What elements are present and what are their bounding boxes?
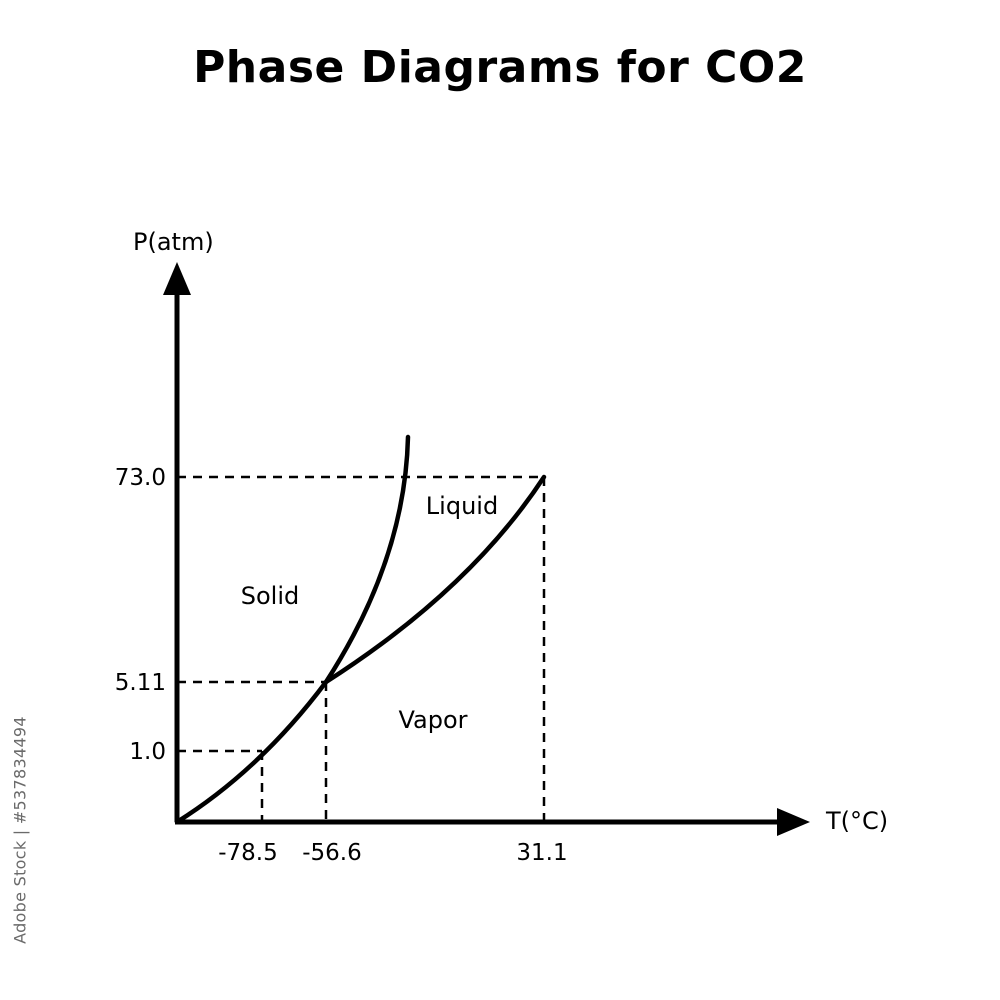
stock-id-watermark: Adobe Stock | #537834494 — [9, 716, 31, 944]
diagram-title: Phase Diagrams for CO2 — [193, 42, 807, 93]
pressure-tick-triple: 5.11 — [115, 670, 166, 696]
liquid-region-label: Liquid — [426, 492, 498, 520]
pressure-tick-sublimation: 1.0 — [129, 739, 166, 765]
temperature-tick-sublimation: -78.5 — [218, 840, 278, 866]
sublimation-curve — [174, 679, 329, 825]
temperature-tick-triple: -56.6 — [302, 840, 362, 866]
stock-id-text: Adobe Stock | #537834494 — [10, 716, 30, 944]
solid-region-label: Solid — [241, 582, 300, 610]
reference-lines — [177, 475, 546, 822]
y-axis-arrow-icon — [163, 262, 191, 295]
melting-curve — [323, 434, 411, 685]
vaporization-curve — [323, 474, 547, 685]
x-axis-label: T(°C) — [825, 807, 888, 835]
y-axis-label: P(atm) — [133, 228, 214, 256]
temperature-tick-critical: 31.1 — [516, 840, 567, 866]
vapor-region-label: Vapor — [398, 706, 467, 734]
x-axis-arrow-icon — [777, 808, 810, 836]
pressure-tick-critical: 73.0 — [115, 465, 166, 491]
